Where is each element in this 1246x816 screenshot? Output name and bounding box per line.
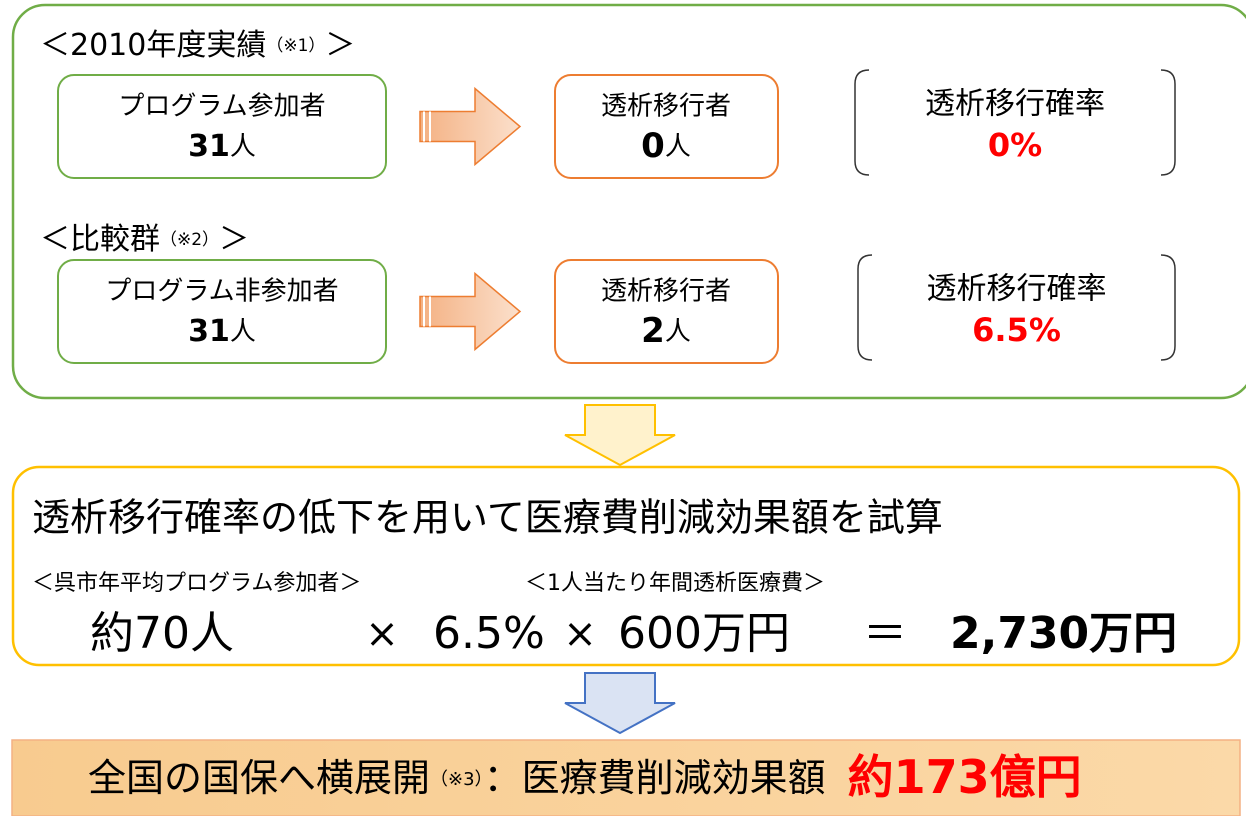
formula-term: 約70人 [90, 608, 234, 659]
rate-value: 6.5% [972, 311, 1061, 349]
down-arrow [564, 672, 676, 735]
rate-value: 0% [988, 126, 1042, 164]
count-unit: 人 [230, 317, 256, 347]
flow-arrow [419, 86, 522, 167]
count-number: 31 [188, 314, 230, 349]
formula-term: 600万円 [618, 608, 790, 659]
heading-open: ＜比較群 [40, 222, 160, 257]
calc-label: ＜呉市年平均プログラム参加者＞ [32, 571, 361, 596]
rate-label: 透析移行確率 [925, 87, 1105, 122]
formula-operator: × [365, 611, 399, 657]
bracket [854, 69, 870, 176]
dialysis-box [554, 259, 779, 364]
down-arrow [564, 404, 676, 467]
count-number: 2 [641, 311, 665, 351]
bracket [1160, 69, 1176, 176]
outer-panel [11, 3, 1246, 400]
heading-close: ＞ [219, 222, 249, 257]
calculation-panel [11, 465, 1241, 667]
result-amount: 約173億円 [848, 750, 1082, 804]
group-heading: ＜比較群（※2）＞ [40, 222, 249, 257]
heading-open: ＜2010年度実績 [40, 28, 266, 63]
formula-operator: ＝ [863, 608, 907, 659]
dialysis-count: 2人 [641, 311, 691, 351]
dialysis-count: 0人 [641, 126, 691, 166]
participants-label: プログラム参加者 [118, 92, 325, 122]
participants-label: プログラム非参加者 [105, 277, 338, 307]
participants-count: 31人 [188, 129, 256, 164]
flow-arrow [419, 271, 522, 352]
calc-label: ＜1人当たり年間透析医療費＞ [525, 571, 825, 596]
bracket [857, 254, 873, 361]
heading-note: （※1） [266, 36, 325, 56]
calc-title: 透析移行確率の低下を用いて医療費削減効果額を試算 [32, 496, 943, 540]
count-unit: 人 [230, 132, 256, 162]
heading-note: （※2） [160, 230, 219, 250]
result-banner [11, 739, 1241, 816]
dialysis-label: 透析移行者 [601, 92, 731, 122]
formula-operator: × [563, 611, 597, 657]
dialysis-label: 透析移行者 [601, 277, 731, 307]
count-unit: 人 [665, 132, 691, 162]
bracket [1160, 254, 1176, 361]
formula-result: 2,730万円 [950, 608, 1177, 659]
count-number: 0 [641, 126, 665, 166]
count-number: 31 [188, 129, 230, 164]
group-heading: ＜2010年度実績（※1）＞ [40, 28, 355, 63]
result-label: ：医療費削減効果額 [484, 756, 826, 800]
result-text: 全国の国保へ横展開（※3）：医療費削減効果額 約173億円 [88, 750, 1082, 804]
heading-close: ＞ [325, 28, 355, 63]
formula-term: 6.5% [433, 608, 545, 659]
result-note: （※3） [430, 769, 484, 790]
participants-count: 31人 [188, 314, 256, 349]
participants-box [57, 74, 387, 179]
count-unit: 人 [665, 317, 691, 347]
rate-label: 透析移行確率 [927, 272, 1107, 307]
dialysis-box [554, 74, 779, 179]
participants-box [57, 259, 387, 364]
result-lead: 全国の国保へ横展開 [88, 756, 430, 800]
